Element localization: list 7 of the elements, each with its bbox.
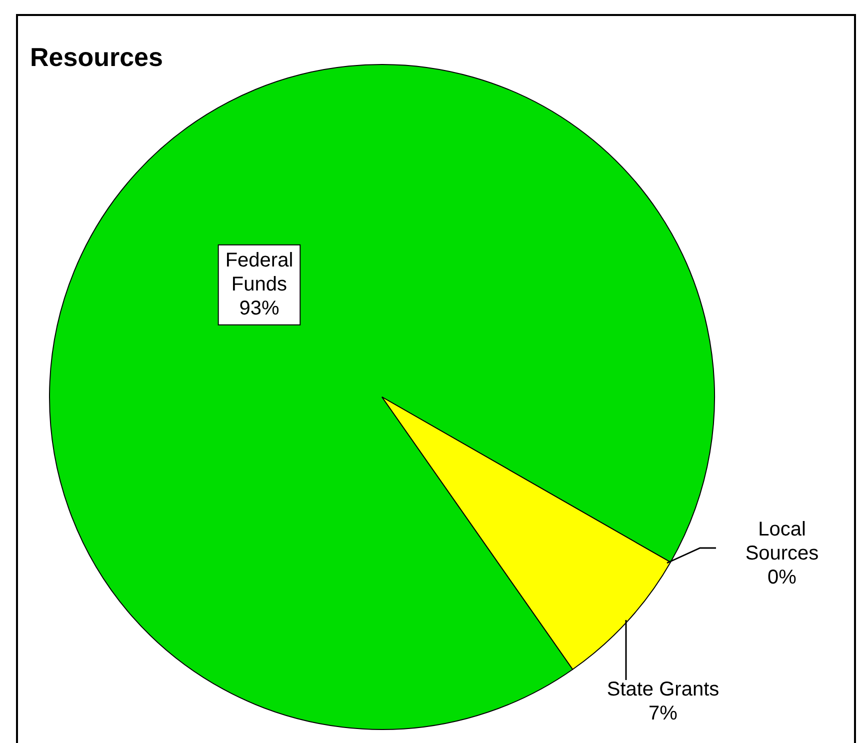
- chart-title: Resources: [30, 42, 163, 73]
- slice-label: Federal Funds: [225, 249, 294, 296]
- data-label: 93%: [239, 297, 280, 320]
- slice-label: State Grants: [606, 678, 720, 701]
- text: 0%: [768, 566, 796, 589]
- category-label: Local Sources: [745, 518, 819, 565]
- data-label: 7%: [648, 702, 678, 725]
